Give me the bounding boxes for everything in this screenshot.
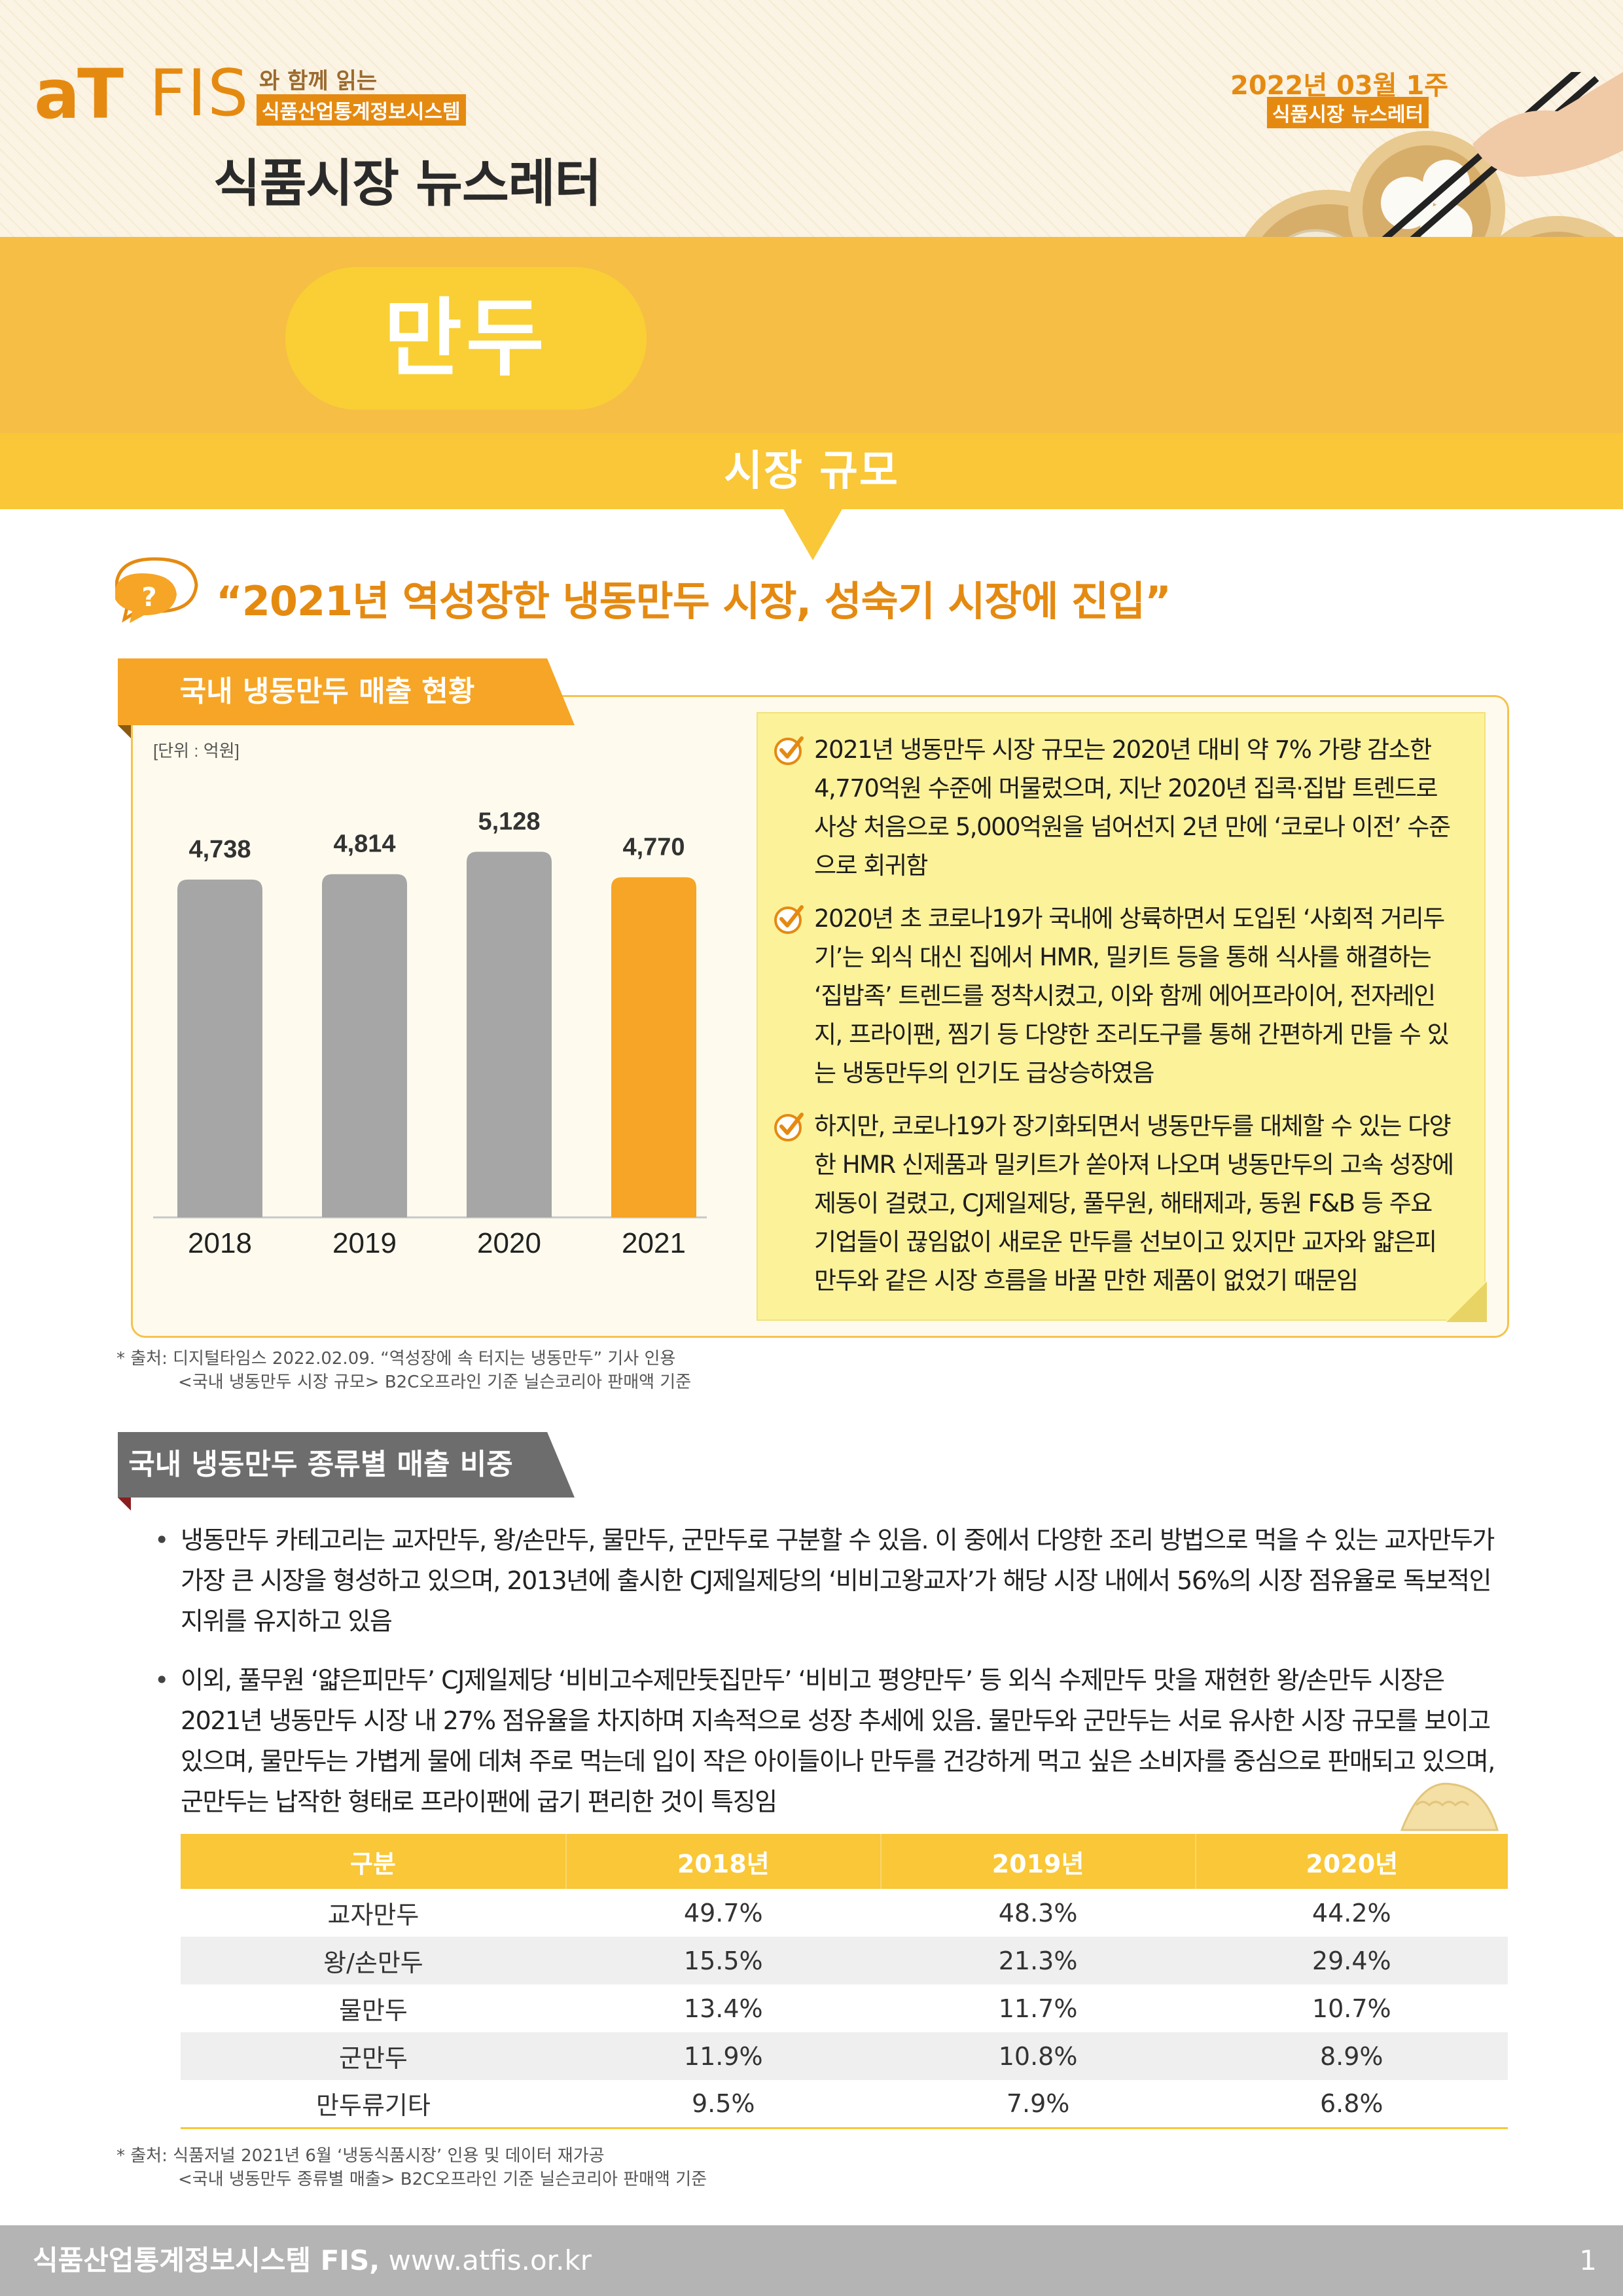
note-item: 하지만, 코로나19가 장기화되면서 냉동만두를 대체할 수 있는 다양한 HM… — [772, 1107, 1459, 1300]
issue-date: 2022년 03월 1주 — [1230, 71, 1449, 101]
footer-credit: 식품산업통계정보시스템 FIS, www.atfis.or.kr — [33, 2225, 592, 2296]
table-cell: 10.8% — [880, 2032, 1196, 2080]
table-cell: 13.4% — [683, 1994, 763, 2023]
footer-org: 식품산업통계정보시스템 FIS, — [33, 2244, 380, 2276]
question-speech-bubble-icon: ? — [115, 557, 198, 623]
table-cell: 21.3% — [880, 1937, 1196, 1984]
table-cell: 49.7% — [683, 1898, 763, 1928]
table-row: 물만두 13.4% 11.7% 10.7% — [181, 1984, 1508, 2032]
note-text: 2020년 초 코로나19가 국내에 상륙하면서 도입된 ‘사회적 거리두기’는… — [814, 905, 1450, 1087]
bar-2019 — [322, 874, 407, 1217]
sales-tab — [118, 658, 575, 725]
sales-tab-title: 국내 냉동만두 매출 현황 — [179, 675, 475, 708]
table-cell: 48.3% — [998, 1898, 1078, 1928]
bar-value-label: 5,128 — [478, 808, 540, 835]
table-row: 교자만두 49.7% 48.3% 44.2% — [181, 1889, 1508, 1937]
table-row: 만두류기타 9.5% 7.9% 6.8% — [181, 2080, 1508, 2129]
topic-band — [0, 237, 1623, 433]
page-number: 1 — [1579, 2244, 1597, 2276]
table-cell: 6.8% — [1195, 2080, 1508, 2129]
tab-fold — [118, 725, 131, 738]
note-item: 2020년 초 코로나19가 국내에 상륙하면서 도입된 ‘사회적 거리두기’는… — [772, 899, 1459, 1092]
topic-title: 만두 — [383, 289, 548, 388]
table-header-cell: 2019년 — [880, 1834, 1196, 1889]
bar-value-label: 4,814 — [333, 831, 395, 858]
table-header-row: 구분 2018년 2019년 2020년 — [181, 1834, 1508, 1889]
x-tick-label: 2021 — [622, 1227, 686, 1259]
paragraph-item: 이외, 풀무원 ‘얇은피만두’ CJ제일제당 ‘비비고수제만둣집만두’ ‘비비고… — [154, 1660, 1495, 1822]
topic-pill: 만두 — [285, 267, 647, 410]
footer-bar — [0, 2225, 1623, 2296]
section-title: 시장 규모 — [724, 447, 899, 495]
check-circle-icon — [774, 905, 804, 934]
bar-2021 — [611, 877, 696, 1217]
newsletter-title: 식품시장 뉴스레터 — [213, 154, 601, 213]
logo-at-mark: aT — [34, 54, 124, 134]
table-header-cell: 구분 — [181, 1834, 566, 1889]
table-cell: 44.2% — [1311, 1898, 1391, 1928]
bar-value-label: 4,738 — [188, 836, 251, 863]
issue-tag: 식품시장 뉴스레터 — [1267, 97, 1429, 128]
table-cell: 10.7% — [1311, 1994, 1391, 2023]
table-cell: 왕/손만두 — [181, 1937, 566, 1984]
note-item: 2021년 냉동만두 시장 규모는 2020년 대비 약 7% 가량 감소한 4… — [772, 730, 1459, 885]
bar-2018 — [177, 879, 262, 1217]
source-note-1: * 출처: 디지털타임스 2022.02.09. “역성장에 속 터지는 냉동만… — [116, 1347, 691, 1394]
logo-system-name: 식품산업통계정보시스템 — [257, 94, 466, 126]
table-header-cell: 2020년 — [1194, 1834, 1508, 1889]
svg-text:?: ? — [141, 583, 156, 613]
check-circle-icon — [774, 1113, 804, 1141]
note-text: 2021년 냉동만두 시장 규모는 2020년 대비 약 7% 가량 감소한 4… — [814, 736, 1451, 880]
note-corner-fold — [1446, 1282, 1487, 1322]
section-arrow-icon — [783, 508, 843, 560]
table-cell: 군만두 — [181, 2032, 566, 2080]
table-cell: 11.7% — [998, 1994, 1078, 2023]
table-cell: 물만두 — [338, 1996, 408, 2025]
headline: “2021년 역성장한 냉동만두 시장, 성숙기 시장에 진입” — [216, 577, 1171, 625]
table-cell: 교자만두 — [327, 1901, 419, 1929]
x-tick-label: 2018 — [188, 1227, 252, 1259]
table-cell: 7.9% — [880, 2080, 1196, 2129]
source-line: <국내 냉동만두 종류별 매출> B2C오프라인 기준 닐슨코리아 판매액 기준 — [178, 2170, 707, 2189]
dumpling-illustration — [1400, 1782, 1499, 1831]
source-line: * 출처: 식품저널 2021년 6월 ‘냉동식품시장’ 인용 및 데이터 재가… — [116, 2146, 605, 2166]
share-table: 구분 2018년 2019년 2020년 교자만두 49.7% 48.3% 44… — [181, 1834, 1508, 2129]
bar-value-label: 4,770 — [622, 833, 685, 861]
table-cell: 11.9% — [565, 2032, 881, 2080]
unit-label: [단위 : 억원] — [153, 741, 240, 761]
share-tab — [118, 1432, 575, 1498]
paragraph-item: 냉동만두 카테고리는 교자만두, 왕/손만두, 물만두, 군만두로 구분할 수 … — [154, 1520, 1495, 1641]
table-header-cell: 2018년 — [565, 1834, 881, 1889]
table-row: 군만두 11.9% 10.8% 8.9% — [181, 2032, 1508, 2080]
check-circle-icon — [774, 736, 804, 765]
x-tick-label: 2020 — [477, 1227, 541, 1259]
bar-2020 — [467, 852, 552, 1217]
share-tab-title: 국내 냉동만두 종류별 매출 비중 — [128, 1448, 513, 1481]
logo-tagline: 와 함께 읽는 — [259, 68, 378, 94]
table-cell: 8.9% — [1195, 2032, 1508, 2080]
table-row: 왕/손만두 15.5% 21.3% 29.4% — [181, 1937, 1508, 1984]
source-note-2: * 출처: 식품저널 2021년 6월 ‘냉동식품시장’ 인용 및 데이터 재가… — [116, 2144, 707, 2191]
x-tick-label: 2019 — [332, 1227, 397, 1259]
tab-fold — [118, 1498, 131, 1511]
footer-url[interactable]: www.atfis.or.kr — [388, 2244, 592, 2276]
table-cell: 만두류기타 — [181, 2080, 566, 2129]
source-line: <국내 냉동만두 시장 규모> B2C오프라인 기준 닐슨코리아 판매액 기준 — [178, 1372, 692, 1392]
sales-bar-chart: [단위 : 억원] 4,738 2018 4,814 2019 5,128 2020 4,7… — [153, 741, 707, 1259]
source-line: * 출처: 디지털타임스 2022.02.09. “역성장에 속 터지는 냉동만… — [116, 1349, 676, 1369]
share-paragraphs: 냉동만두 카테고리는 교자만두, 왕/손만두, 물만두, 군만두로 구분할 수 … — [154, 1520, 1495, 1840]
logo-fis-mark: FIS — [149, 56, 250, 131]
table-cell: 9.5% — [565, 2080, 881, 2129]
notes-list: 2021년 냉동만두 시장 규모는 2020년 대비 약 7% 가량 감소한 4… — [772, 730, 1459, 1314]
notes-box — [757, 712, 1486, 1321]
section-band — [0, 433, 1623, 509]
table-cell: 29.4% — [1195, 1937, 1508, 1984]
note-text: 하지만, 코로나19가 장기화되면서 냉동만두를 대체할 수 있는 다양한 HM… — [814, 1112, 1454, 1295]
table-cell: 15.5% — [565, 1937, 881, 1984]
